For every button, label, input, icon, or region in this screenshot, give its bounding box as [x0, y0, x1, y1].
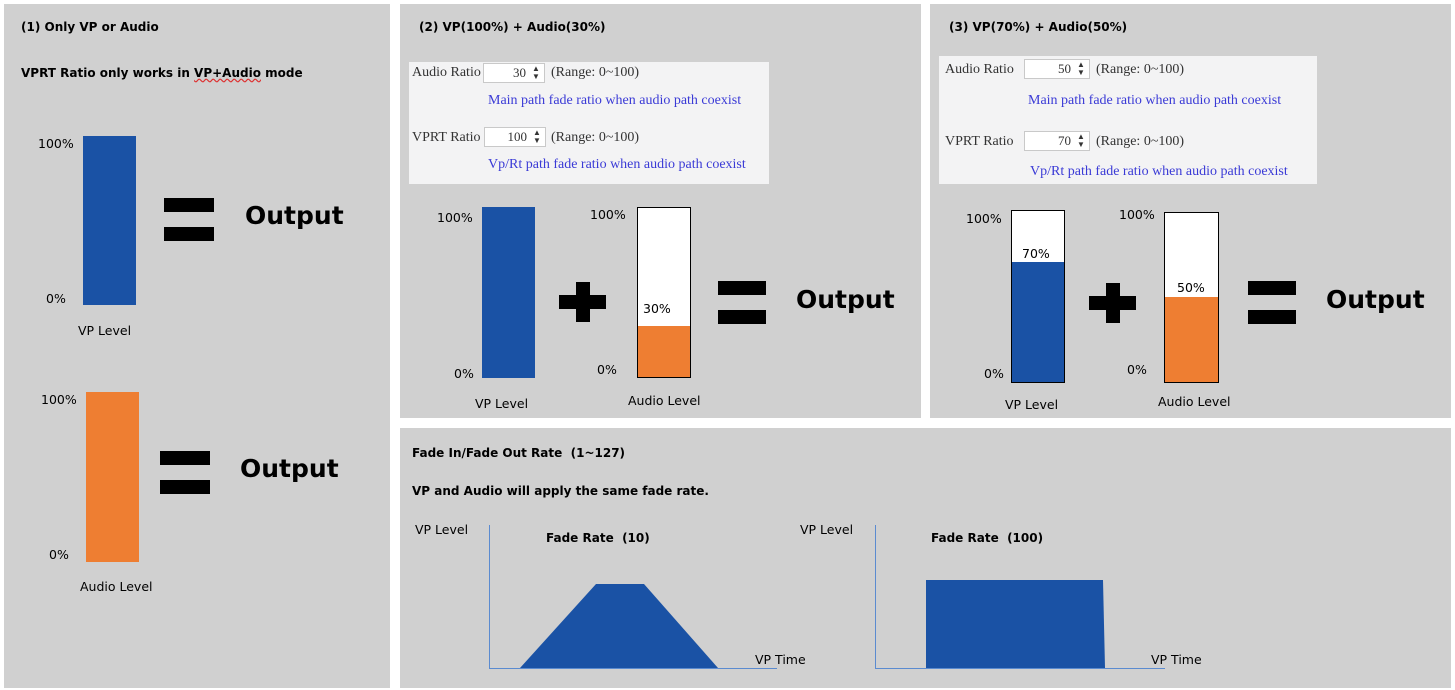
spinner-arrows-icon[interactable]: ▲ ▼ [1077, 60, 1085, 77]
audio-top-label: 100% [1119, 207, 1155, 222]
audio-percent-label: 50% [1177, 280, 1205, 295]
panel-title: (2) VP(100%) + Audio(30%) [419, 20, 606, 34]
vp-level-label: VP Level [475, 396, 529, 411]
graph2-ylabel: VP Level [800, 522, 854, 537]
audio-meter [1164, 212, 1219, 383]
audio-percent-label: 30% [643, 301, 671, 316]
graph2-x-axis [875, 668, 1165, 669]
spinner-arrows-icon[interactable]: ▲ ▼ [533, 128, 541, 145]
panel-vp70-audio50: (3) VP(70%) + Audio(50%) Audio Ratio 50 … [930, 4, 1451, 418]
audio-ratio-spinner[interactable]: 30 ▲ ▼ [483, 63, 545, 83]
audio-top-label: 100% [590, 207, 626, 222]
vprt-range: (Range: 0~100) [551, 130, 640, 145]
vprt-ratio-description: Vp/Rt path fade ratio when audio path co… [1030, 164, 1288, 179]
graph1-caption: Fade Rate (10) [546, 531, 650, 545]
vp-top-label: 100% [966, 211, 1002, 226]
vprt-note-suffix: mode [260, 66, 303, 80]
audio-ratio-spinner[interactable]: 50 ▲ ▼ [1024, 59, 1090, 79]
audio-ratio-description: Main path fade ratio when audio path coe… [488, 93, 742, 108]
vprt-range: (Range: 0~100) [1096, 134, 1185, 149]
audio-ratio-label: Audio Ratio [945, 62, 1014, 77]
vp-top-label: 100% [437, 210, 473, 225]
graph1-ylabel: VP Level [415, 522, 469, 537]
fade-note: VP and Audio will apply the same fade ra… [412, 484, 709, 498]
audio-bottom-label: 0% [49, 547, 69, 562]
vp-percent-label: 70% [1022, 246, 1050, 261]
vprt-ratio-description: Vp/Rt path fade ratio when audio path co… [488, 157, 746, 172]
vp-output-label: Output [245, 201, 344, 230]
audio-ratio-value: 30 [513, 65, 526, 80]
vprt-note-emphasis: VP+Audio [194, 66, 261, 80]
vprt-note: VPRT Ratio only works in VP+Audio mode [21, 66, 303, 80]
equals-icon [164, 198, 214, 242]
vp-bottom-label: 0% [46, 291, 66, 306]
vp-level-label: VP Level [78, 323, 132, 338]
vprt-note-prefix: VPRT Ratio only works in [21, 66, 195, 80]
vprt-ratio-spinner[interactable]: 100 ▲ ▼ [484, 127, 546, 147]
vp-level-label: VP Level [1005, 397, 1059, 412]
vp-meter [1011, 210, 1065, 383]
audio-level-label: Audio Level [1158, 394, 1231, 409]
vprt-ratio-label: VPRT Ratio [945, 134, 1014, 149]
panel-vp100-audio30: (2) VP(100%) + Audio(30%) Audio Ratio 30… [400, 4, 921, 418]
equals-icon [160, 451, 210, 495]
vp-bottom-label: 0% [454, 366, 474, 381]
plus-icon [559, 282, 606, 322]
audio-level-label: Audio Level [80, 579, 153, 594]
vp-level-bar [83, 136, 136, 305]
panel-title: (1) Only VP or Audio [21, 20, 159, 34]
graph2-xlabel: VP Time [1151, 652, 1202, 667]
audio-level-fill [638, 326, 690, 377]
audio-level-bar [86, 392, 139, 562]
spinner-arrows-icon[interactable]: ▲ ▼ [532, 64, 540, 81]
audio-ratio-label: Audio Ratio [412, 65, 481, 80]
vp-meter [482, 207, 535, 378]
panel-title: Fade In/Fade Out Rate (1~127) [412, 446, 626, 460]
graph2-caption: Fade Rate (100) [931, 531, 1044, 545]
vp-top-label: 100% [38, 136, 74, 151]
vp-level-fill [482, 207, 535, 378]
vprt-ratio-value: 100 [507, 129, 528, 144]
audio-level-fill [1165, 297, 1218, 382]
graph2-y-axis [875, 525, 876, 668]
audio-range: (Range: 0~100) [551, 65, 640, 80]
graph1-x-axis [489, 668, 777, 669]
graph1-xlabel: VP Time [755, 652, 806, 667]
panel-fade-rate: Fade In/Fade Out Rate (1~127) VP and Aud… [400, 428, 1451, 688]
audio-output-label: Output [240, 454, 339, 483]
audio-meter [637, 207, 691, 378]
plus-icon [1089, 283, 1136, 323]
equals-icon [718, 281, 766, 325]
audio-level-label: Audio Level [628, 393, 701, 408]
audio-top-label: 100% [41, 392, 77, 407]
audio-bottom-label: 0% [1127, 362, 1147, 377]
graph1-fade-shape [520, 584, 718, 668]
audio-ratio-value: 50 [1058, 61, 1071, 76]
settings-box: Audio Ratio 50 ▲ ▼ (Range: 0~100) Main pa… [939, 56, 1317, 184]
output-label: Output [1326, 285, 1425, 314]
equals-icon [1248, 281, 1296, 325]
graph2-fade-shape [926, 580, 1105, 668]
panel-title: (3) VP(70%) + Audio(50%) [949, 20, 1128, 34]
vprt-ratio-value: 70 [1058, 133, 1071, 148]
panel-only-vp-or-audio: (1) Only VP or Audio VPRT Ratio only wor… [4, 4, 390, 688]
audio-ratio-description: Main path fade ratio when audio path coe… [1028, 93, 1282, 108]
vp-level-fill [1012, 262, 1064, 382]
audio-range: (Range: 0~100) [1096, 62, 1185, 77]
vprt-ratio-spinner[interactable]: 70 ▲ ▼ [1024, 131, 1090, 151]
graph1-y-axis [489, 525, 490, 668]
settings-box: Audio Ratio 30 ▲ ▼ (Range: 0~100) Main pa… [409, 62, 769, 184]
vp-bottom-label: 0% [984, 366, 1004, 381]
vprt-ratio-label: VPRT Ratio [412, 130, 481, 145]
output-label: Output [796, 285, 895, 314]
audio-bottom-label: 0% [597, 362, 617, 377]
spinner-arrows-icon[interactable]: ▲ ▼ [1077, 132, 1085, 149]
